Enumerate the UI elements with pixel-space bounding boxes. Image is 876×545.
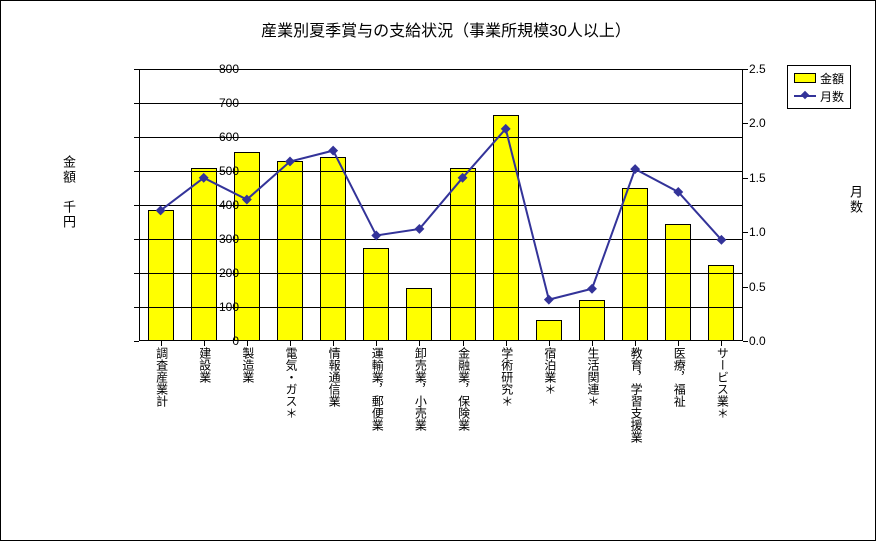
line-series: [161, 129, 722, 300]
x-category-label: 生活関連＊: [585, 347, 602, 407]
line-marker: [630, 164, 640, 174]
x-category-label: 情報通信業: [326, 347, 343, 407]
x-category-label: 学術研究＊: [499, 347, 516, 407]
legend-swatch-bar: [794, 73, 816, 83]
y-right-tick: [743, 287, 748, 288]
legend-swatch-line: [794, 95, 816, 97]
x-category-label: 医療，福祉: [671, 347, 688, 407]
chart-container: 産業別夏季賞与の支給状況（事業所規模30人以上） 金額 月数 金額 千円 月数 …: [41, 11, 851, 531]
line-layer: [139, 69, 743, 341]
x-category-label: 調査産業計: [154, 347, 171, 407]
x-category-label: サービス業＊: [714, 347, 731, 419]
plot-wrap: 金額 月数 金額 千円 月数 調査産業計 建設業 製造業 電気・ガス＊ 情報通信業 運輸業…: [41, 45, 851, 525]
x-category-label: 製造業: [240, 347, 257, 383]
line-marker: [587, 284, 597, 294]
x-category-label: 教育，学習支援業: [628, 347, 645, 443]
legend-label-bar: 金額: [820, 70, 844, 87]
legend-entry-bar: 金額: [794, 69, 844, 87]
y-right-axis-title: 月数: [846, 185, 865, 215]
line-marker: [328, 146, 338, 156]
legend-label-line: 月数: [820, 88, 844, 105]
x-category-label: 電気・ガス＊: [283, 347, 300, 419]
y-right-tick-label: 2.0: [749, 116, 789, 130]
y-right-tick: [743, 341, 748, 342]
legend-entry-line: 月数: [794, 87, 844, 105]
y-right-tick: [743, 69, 748, 70]
y-left-axis-title: 金額 千円: [59, 155, 78, 230]
y-right-tick-label: 2.5: [749, 62, 789, 76]
y-right-tick-label: 1.0: [749, 225, 789, 239]
chart-title: 産業別夏季賞与の支給状況（事業所規模30人以上）: [41, 11, 851, 45]
x-category-label: 金融業，保険業: [456, 347, 473, 431]
y-right-tick: [743, 232, 748, 233]
legend: 金額 月数: [787, 65, 851, 109]
x-category-label: 建設業: [197, 347, 214, 383]
x-category-label: 宿泊業＊: [542, 347, 559, 395]
y-right-tick-label: 1.5: [749, 171, 789, 185]
y-left-tick: [134, 341, 139, 342]
y-right-tick: [743, 178, 748, 179]
x-labels: 調査産業計 建設業 製造業 電気・ガス＊ 情報通信業 運輸業，郵便業 卸売業，小売業 金融業，…: [139, 345, 743, 545]
y-right-tick-label: 0.5: [749, 280, 789, 294]
x-category-label: 卸売業，小売業: [412, 347, 429, 431]
y-right-tick: [743, 123, 748, 124]
line-marker: [371, 231, 381, 241]
line-marker: [544, 295, 554, 305]
x-category-label: 運輸業，郵便業: [369, 347, 386, 431]
y-right-tick-label: 0.0: [749, 334, 789, 348]
plot-area: [139, 69, 743, 341]
